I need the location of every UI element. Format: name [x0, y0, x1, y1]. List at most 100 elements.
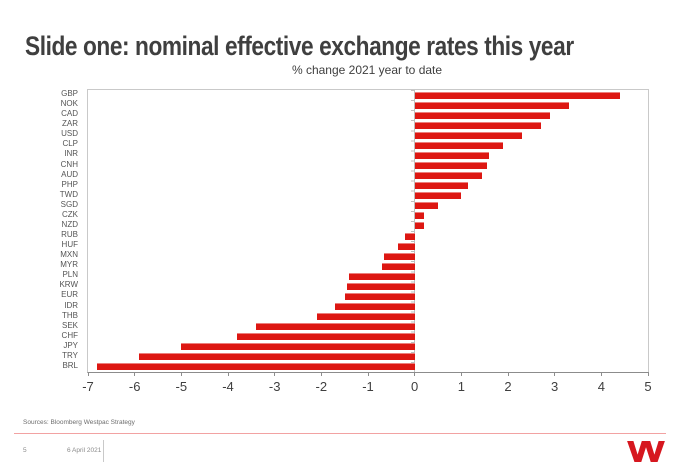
bar-row [88, 291, 648, 301]
x-axis-tick [367, 372, 369, 376]
bar-row [88, 140, 648, 150]
y-axis-label-chf: CHF [61, 330, 78, 340]
y-axis-label-jpy: JPY [63, 340, 78, 350]
footer-divider-line [14, 433, 666, 434]
x-axis-tick [507, 372, 509, 376]
y-axis-label-huf: HUF [61, 240, 78, 250]
bar-row [88, 221, 648, 231]
bar-row [88, 302, 648, 312]
bar-rub [405, 232, 415, 240]
x-axis-tick-label: 2 [504, 379, 512, 394]
x-axis-tick [134, 372, 136, 376]
westpac-logo-icon [627, 441, 665, 462]
y-axis-label-czk: CZK [62, 209, 78, 219]
bar-row [88, 201, 648, 211]
bar-inr [414, 151, 490, 159]
y-axis-label-aud: AUD [61, 169, 78, 179]
y-axis-label-idr: IDR [64, 300, 78, 310]
y-axis-label-gbp: GBP [61, 89, 78, 98]
x-axis-tick [414, 372, 416, 376]
x-axis-tick-label: 4 [597, 379, 605, 394]
y-axis-label-twd: TWD [59, 189, 78, 199]
bar-idr [335, 303, 415, 311]
x-axis-tick [180, 372, 182, 376]
bar-row [88, 241, 648, 251]
x-axis-tick [647, 372, 649, 376]
chart-title: % change 2021 year to date [291, 63, 443, 77]
bar-row [88, 130, 648, 140]
y-axis-label-cnh: CNH [60, 159, 78, 169]
x-axis-tick-label: -5 [175, 379, 188, 394]
category-axis-ticks [410, 90, 415, 372]
bar-row [88, 181, 648, 191]
x-axis-tick [600, 372, 602, 376]
bar-mxn [384, 252, 415, 260]
bar-huf [398, 242, 415, 250]
y-axis-label-pln: PLN [62, 270, 78, 280]
x-axis-tick [227, 372, 229, 376]
bar-pln [349, 272, 415, 280]
bar-row [88, 312, 648, 322]
x-axis-tick-label: 0 [411, 379, 419, 394]
bar-usd [414, 131, 522, 139]
bar-twd [414, 192, 462, 200]
page-number: 5 [23, 447, 27, 454]
y-axis-label-brl: BRL [62, 360, 78, 370]
x-axis-tick [460, 372, 462, 376]
slide-title: Slide one: nominal effective exchange ra… [25, 31, 574, 62]
x-axis-tick-label: -7 [82, 379, 94, 394]
bar-row [88, 332, 648, 342]
bar-try [139, 353, 415, 361]
x-axis-tick-label: 5 [644, 379, 652, 394]
bar-row [88, 271, 648, 281]
sources-text: Sources: Bloomberg Westpac Strategy [23, 419, 135, 426]
bar-row [88, 211, 648, 221]
bar-thb [316, 313, 415, 321]
bar-php [414, 182, 469, 190]
x-axis-tick-label: -3 [268, 379, 281, 394]
bar-cad [414, 111, 550, 119]
x-axis-tick-label: -1 [362, 379, 374, 394]
bar-chf [237, 333, 415, 341]
y-axis-label-cad: CAD [61, 109, 78, 119]
y-axis-label-clp: CLP [62, 139, 78, 149]
bar-myr [382, 262, 415, 270]
y-axis-label-zar: ZAR [62, 119, 78, 129]
y-axis-label-sek: SEK [61, 320, 78, 330]
footer-vertical-rule [103, 440, 104, 462]
bar-row [88, 161, 648, 171]
bar-eur [344, 292, 415, 300]
bar-row [88, 362, 648, 372]
y-axis-label-sgd: SGD [60, 199, 78, 209]
bar-clp [414, 141, 504, 149]
y-axis-label-try: TRY [62, 350, 78, 360]
bar-nzd [414, 222, 424, 230]
bar-row [88, 100, 648, 110]
bar-jpy [181, 343, 415, 351]
x-axis-tick [274, 372, 276, 376]
y-axis-label-php: PHP [61, 179, 78, 189]
x-axis-tick-label: -2 [315, 379, 328, 394]
bar-cnh [414, 162, 487, 170]
y-axis-label-mxn: MXN [60, 250, 78, 260]
bar-aud [414, 172, 483, 180]
bar-gbp [414, 91, 620, 99]
y-axis-label-nzd: NZD [61, 219, 78, 229]
bar-row [88, 342, 648, 352]
y-axis-labels: GBP NOK CAD ZAR USD CLP INR CNH AUD PHP TWD SGD CZK N… [0, 89, 82, 371]
bar-row [88, 251, 648, 261]
y-axis-label-thb: THB [62, 310, 78, 320]
zero-axis-line [414, 90, 416, 372]
footer-date: 6 April 2021 [67, 447, 102, 454]
bar-row [88, 171, 648, 181]
bar-row [88, 322, 648, 332]
y-axis-label-krw: KRW [59, 280, 78, 290]
bar-row [88, 150, 648, 160]
bar-row [88, 231, 648, 241]
x-axis-tick [554, 372, 556, 376]
x-axis-tick [87, 372, 89, 376]
bar-krw [347, 282, 415, 290]
plot-area: -7 -6 -5 -4 -3 -2 -1 0 1 2 3 4 5 [82, 89, 652, 394]
bar-row [88, 261, 648, 271]
